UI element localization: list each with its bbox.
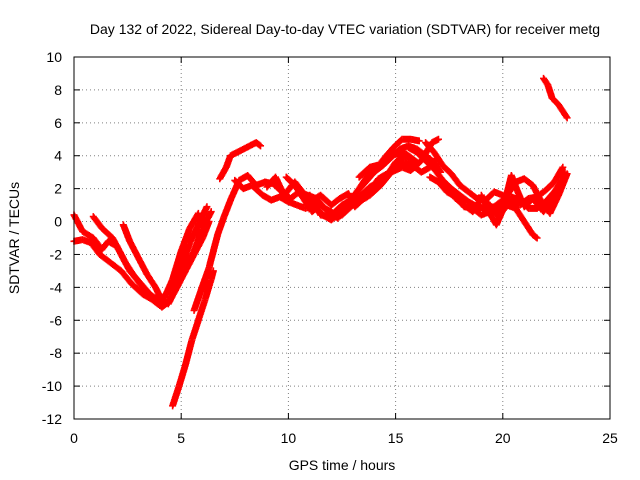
y-tick-label: -2 <box>50 246 63 262</box>
series-trace <box>423 140 566 209</box>
series-track-12 <box>355 150 421 181</box>
y-tick-label: -4 <box>50 279 63 295</box>
series-trace <box>478 173 564 228</box>
y-tick-label: -8 <box>50 345 63 361</box>
y-tick-label: 4 <box>54 148 62 164</box>
series-trace <box>120 209 214 307</box>
y-tick-label: 2 <box>54 181 62 197</box>
series-track-2 <box>70 209 202 309</box>
series-track-17 <box>477 171 565 229</box>
points-layer <box>70 74 571 410</box>
x-tick-label: 25 <box>602 430 618 446</box>
y-tick-label: -6 <box>50 312 63 328</box>
x-tick-label: 10 <box>281 430 297 446</box>
y-tick-labels: -12 -10 -8 -6 -4 -2 0 2 4 6 8 10 <box>42 49 62 427</box>
series-trace <box>307 152 415 220</box>
series-trace <box>217 139 263 181</box>
x-tick-labels: 0 5 10 15 20 25 <box>70 430 618 446</box>
ticks-layer <box>73 56 611 420</box>
y-tick-label: 8 <box>54 82 62 98</box>
series-track-7 <box>216 139 265 183</box>
series-track-5 <box>169 267 217 410</box>
series-trace <box>540 76 570 121</box>
x-tick-label: 0 <box>70 430 78 446</box>
series-track-14 <box>422 139 567 209</box>
series-track-4 <box>119 208 215 308</box>
x-tick-label: 5 <box>177 430 185 446</box>
y-tick-label: 0 <box>54 214 62 230</box>
chart-title: Day 132 of 2022, Sidereal Day-to-day VTE… <box>90 21 600 37</box>
series-trace <box>71 211 202 308</box>
series-trace <box>356 150 420 180</box>
series-track-11 <box>306 152 417 221</box>
plot-frame <box>73 56 611 420</box>
y-tick-label: 6 <box>54 115 62 131</box>
x-tick-label: 15 <box>388 430 404 446</box>
series-trace <box>169 268 217 408</box>
y-tick-label: -10 <box>42 378 62 394</box>
x-tick-label: 20 <box>495 430 511 446</box>
y-tick-label: 10 <box>46 49 62 65</box>
y-tick-label: -12 <box>42 411 62 427</box>
x-axis-label: GPS time / hours <box>289 457 396 473</box>
grid-layer <box>74 57 610 419</box>
y-axis-label: SDTVAR / TECUs <box>6 182 22 294</box>
series-track-18 <box>540 74 571 122</box>
